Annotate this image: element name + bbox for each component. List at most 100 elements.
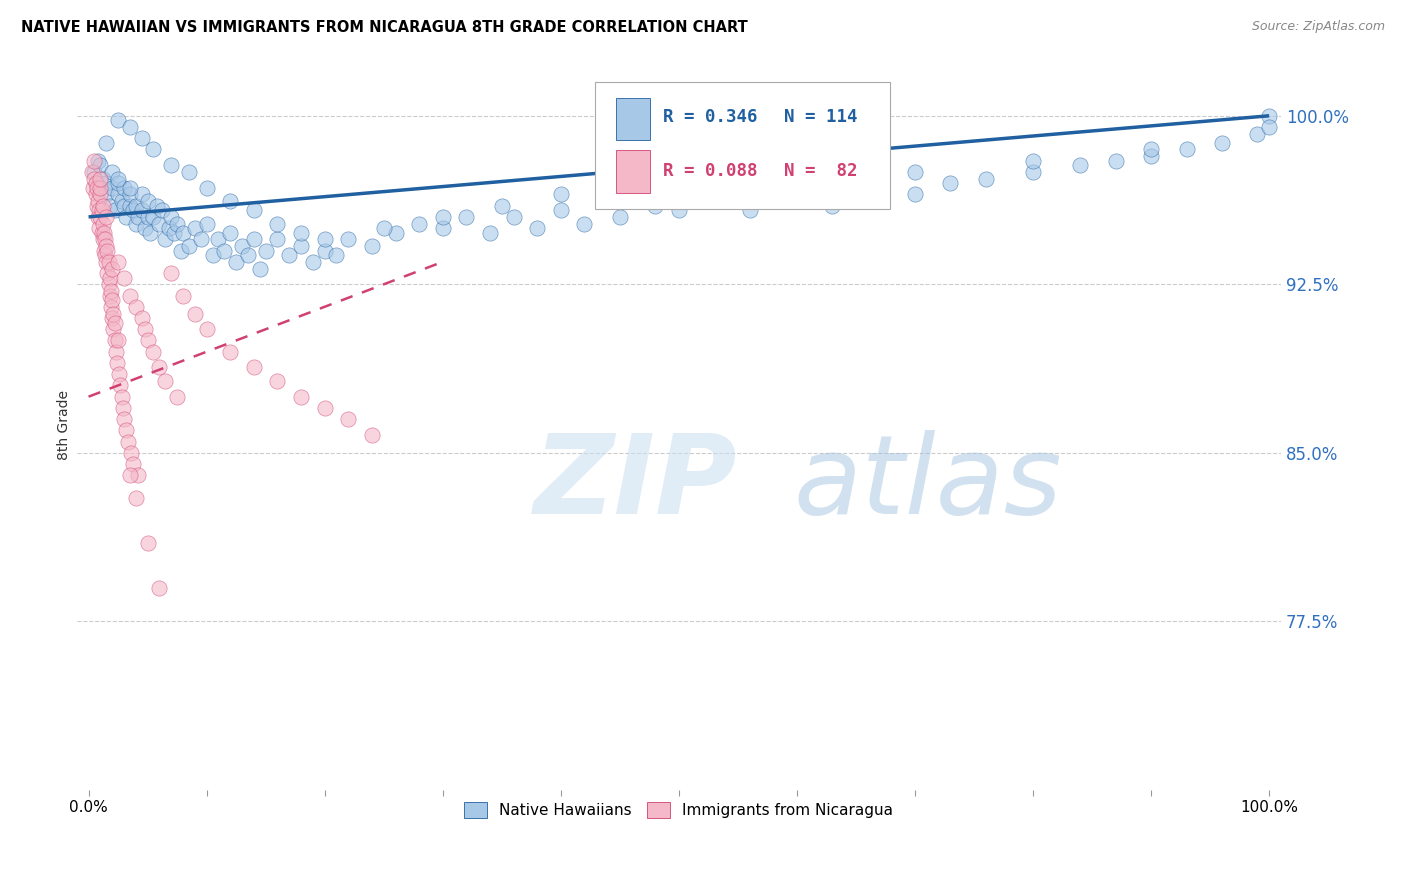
- Point: [87, 210, 110, 224]
- Point: [136, 334, 159, 348]
- Point: [90, 226, 112, 240]
- Point: [107, 334, 129, 348]
- Point: [136, 210, 159, 224]
- Point: [89, 203, 111, 218]
- Point: [131, 187, 153, 202]
- Point: [1258, 120, 1281, 134]
- FancyBboxPatch shape: [595, 81, 890, 210]
- Point: [1105, 153, 1128, 168]
- Point: [190, 232, 212, 246]
- Point: [1175, 143, 1198, 157]
- Point: [83, 153, 105, 168]
- Point: [157, 221, 180, 235]
- Point: [142, 143, 165, 157]
- Point: [786, 171, 808, 186]
- Point: [177, 239, 200, 253]
- Point: [249, 261, 271, 276]
- Point: [96, 136, 118, 150]
- Point: [118, 288, 141, 302]
- Point: [111, 401, 134, 415]
- Point: [118, 199, 141, 213]
- Text: N =  82: N = 82: [783, 161, 858, 179]
- Bar: [616, 150, 650, 193]
- Point: [89, 210, 111, 224]
- Point: [1140, 143, 1163, 157]
- Point: [1258, 109, 1281, 123]
- Point: [408, 217, 430, 231]
- Point: [337, 412, 360, 426]
- Point: [86, 180, 108, 194]
- Point: [83, 171, 105, 186]
- Point: [105, 356, 128, 370]
- Point: [201, 248, 224, 262]
- Point: [110, 194, 132, 209]
- Point: [134, 322, 156, 336]
- Point: [91, 171, 114, 186]
- Point: [491, 199, 513, 213]
- Point: [125, 491, 148, 505]
- Point: [112, 199, 135, 213]
- Point: [1140, 149, 1163, 163]
- Point: [101, 311, 124, 326]
- Point: [86, 199, 108, 213]
- Point: [96, 255, 118, 269]
- Point: [856, 180, 879, 194]
- Point: [89, 187, 111, 202]
- Point: [98, 288, 121, 302]
- Point: [478, 226, 501, 240]
- Point: [91, 199, 114, 213]
- Point: [1022, 153, 1045, 168]
- Point: [644, 199, 666, 213]
- Point: [96, 176, 118, 190]
- Point: [84, 176, 107, 190]
- Point: [148, 360, 170, 375]
- Point: [162, 226, 184, 240]
- Point: [361, 428, 384, 442]
- Point: [314, 244, 336, 258]
- Point: [195, 322, 218, 336]
- Point: [314, 401, 336, 415]
- Point: [112, 180, 135, 194]
- Point: [122, 203, 145, 218]
- Point: [139, 226, 162, 240]
- Point: [177, 165, 200, 179]
- Point: [243, 360, 266, 375]
- Text: R = 0.346: R = 0.346: [664, 108, 758, 126]
- Point: [84, 187, 107, 202]
- Point: [117, 434, 139, 449]
- Bar: [616, 97, 650, 140]
- Point: [337, 232, 360, 246]
- Point: [550, 187, 572, 202]
- Point: [94, 248, 117, 262]
- Point: [118, 180, 141, 194]
- Point: [290, 390, 312, 404]
- Point: [80, 165, 103, 179]
- Point: [1211, 136, 1233, 150]
- Point: [101, 180, 124, 194]
- Point: [166, 390, 188, 404]
- Point: [148, 581, 170, 595]
- Point: [96, 244, 118, 258]
- Point: [155, 232, 177, 246]
- Point: [432, 221, 454, 235]
- Point: [939, 176, 962, 190]
- Point: [278, 248, 301, 262]
- Point: [87, 153, 110, 168]
- Point: [91, 217, 114, 231]
- Point: [127, 468, 149, 483]
- Point: [83, 165, 105, 179]
- Point: [150, 203, 173, 218]
- Point: [107, 176, 129, 190]
- Point: [236, 248, 259, 262]
- Point: [155, 374, 177, 388]
- Point: [821, 199, 844, 213]
- Point: [107, 187, 129, 202]
- Point: [526, 221, 548, 235]
- Point: [738, 203, 761, 218]
- Point: [160, 266, 183, 280]
- Point: [574, 217, 596, 231]
- Point: [101, 293, 124, 307]
- Point: [125, 199, 148, 213]
- Point: [243, 203, 266, 218]
- Point: [89, 221, 111, 235]
